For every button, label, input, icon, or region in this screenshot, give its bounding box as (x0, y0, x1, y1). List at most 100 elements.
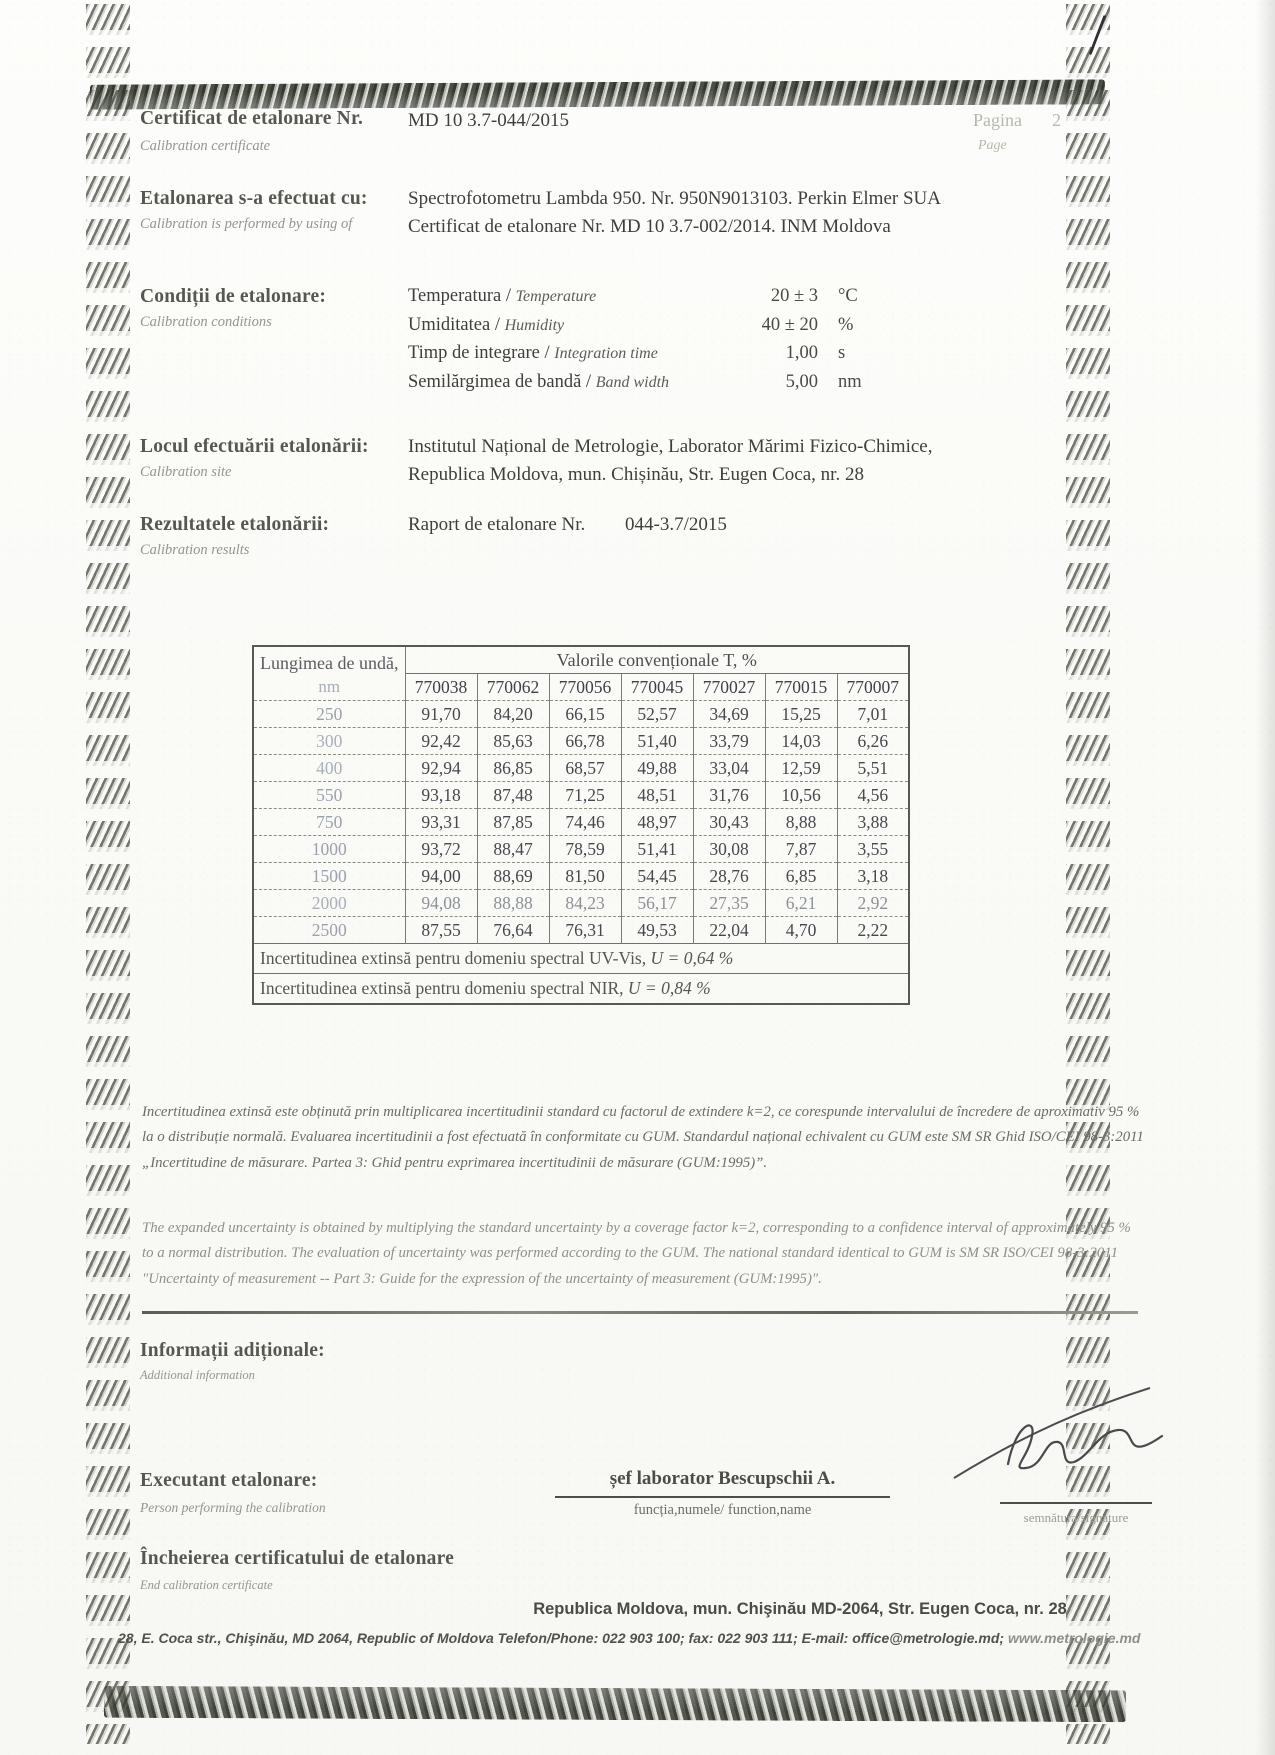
filter-ids-row: 770038 770062 770056 770045 770027 770015 7700… (253, 673, 909, 701)
transmittance-cell: 12,59 (764, 754, 837, 782)
wavelength-column-header: Lungimea de undă, nm (253, 646, 405, 701)
transmittance-cell: 8,88 (764, 808, 837, 836)
transmittance-cell: 93,72 (404, 835, 477, 863)
condition-unit: % (838, 314, 854, 335)
site-label-en: Calibration site (140, 464, 232, 480)
transmittance-cell: 5,51 (836, 754, 909, 782)
transmittance-cell: 34,69 (692, 700, 765, 728)
transmittance-cell: 56,17 (620, 889, 693, 917)
transmittance-cell: 51,40 (620, 727, 693, 755)
transmittance-cell: 6,85 (764, 862, 837, 890)
table-row: 750 93,31 87,85 74,46 48,97 30,43 8,88 3,88 (253, 808, 909, 836)
transmittance-cell: 93,31 (404, 808, 477, 836)
transmittance-cell: 6,26 (836, 727, 909, 755)
transmittance-cell: 49,88 (620, 754, 693, 782)
transmittance-cell: 22,04 (692, 916, 765, 944)
transmittance-cell: 76,64 (476, 916, 549, 944)
table-row: 1000 93,72 88,47 78,59 51,41 30,08 7,87 3,55 (253, 835, 909, 863)
function-name-caption: funcția,numele/ function,name (633, 1502, 812, 1518)
conditions-rows: Temperatura / Temperature 20 ± 3 °C Umidita… (408, 286, 908, 400)
transmittance-cell: 6,21 (764, 889, 837, 917)
table-row: 300 92,42 85,63 66,78 51,40 33,79 14,03 6,26 (253, 727, 909, 755)
condition-param-en: Integration time (554, 345, 658, 362)
report-number: 044-3.7/2015 (625, 514, 727, 535)
disclaimer-paragraph-en: The expanded uncertainty is obtained by … (142, 1220, 1131, 1287)
transmittance-cell: 87,48 (476, 781, 549, 809)
filter-id-header: 770007 (836, 673, 909, 701)
uncertainty-nir-row: Incertitudinea extinsă pentru domeniu sp… (253, 973, 909, 1004)
transmittance-cell: 66,15 (548, 700, 621, 728)
transmittance-cell: 84,20 (476, 700, 549, 728)
transmittance-cell: 91,70 (404, 700, 477, 728)
table-row: 2000 94,08 88,88 84,23 56,17 27,35 6,21 2,92 (253, 889, 909, 917)
condition-param: Semilărgimea de bandă / Band width (408, 371, 670, 392)
transmittance-cell: 15,25 (764, 700, 837, 728)
condition-unit: nm (838, 371, 862, 392)
signature-caption: semnătura/signature (1023, 1510, 1129, 1525)
transmittance-cell: 88,88 (476, 889, 549, 917)
conditions-label: Condiții de etalonare: (140, 286, 327, 307)
performed-label-en: Calibration is performed by using of (140, 216, 353, 232)
transmittance-cell: 87,55 (404, 916, 477, 944)
wavelength-cell: 400 (253, 754, 405, 782)
transmittance-cell: 76,31 (548, 916, 621, 944)
table-row: 1500 94,00 88,69 81,50 54,45 28,76 6,85 3,18 (253, 862, 909, 890)
transmittance-cell: 52,57 (620, 700, 693, 728)
footer-website: www.metrologie.md (1007, 1630, 1141, 1646)
transmittance-cell: 3,18 (836, 862, 909, 890)
footer-address-line: Republica Moldova, mun. Chişinău MD-2064… (533, 1600, 1067, 1618)
table-row: 400 92,94 86,85 68,57 49,88 33,04 12,59 5,51 (253, 754, 909, 782)
transmittance-cell: 3,88 (836, 808, 909, 836)
transmittance-cell: 85,63 (476, 727, 549, 755)
wavelength-cell: 750 (253, 808, 405, 836)
transmittance-cell: 51,41 (620, 835, 693, 863)
transmittance-cell: 88,69 (476, 862, 549, 890)
transmittance-cell: 94,08 (404, 889, 477, 917)
site-line-1: Institutul Național de Metrologie, Labor… (408, 436, 933, 457)
transmittance-cell: 68,57 (548, 754, 621, 782)
condition-value: 5,00 (785, 371, 818, 392)
transmittance-cell: 4,56 (836, 781, 909, 809)
wavelength-cell: 300 (253, 727, 405, 755)
wavelength-unit: nm (318, 677, 341, 696)
uncertainty-nir-text: Incertitudinea extinsă pentru domeniu sp… (260, 978, 628, 998)
results-label-en: Calibration results (140, 542, 250, 558)
condition-unit: °C (838, 286, 858, 306)
condition-row: Semilărgimea de bandă / Band width 5,00 nm (408, 372, 908, 401)
page-edge-shadow (1256, 0, 1275, 1755)
executor-name: șef laborator Bescupschii A. (555, 1468, 890, 1498)
wavelength-cell: 1500 (253, 862, 405, 890)
wavelength-cell: 250 (253, 700, 405, 728)
transmittance-cell: 7,87 (764, 835, 837, 863)
condition-param: Timp de integrare / Integration time (408, 343, 658, 363)
certificate-title-en: Calibration certificate (140, 138, 271, 154)
report-label: Raport de etalonare Nr. (408, 514, 586, 535)
certificate-title: Certificat de etalonare Nr. (140, 108, 364, 129)
transmittance-cell: 71,25 (548, 781, 621, 809)
transmittance-cell: 30,08 (692, 835, 765, 863)
executor-name-block: șef laborator Bescupschii A. funcția,num… (555, 1468, 890, 1519)
transmittance-cell: 33,79 (692, 727, 765, 755)
transmittance-cell: 10,56 (764, 781, 837, 809)
footer-contact-text: 28, E. Coca str., Chişinău, MD 2064, Rep… (118, 1630, 1008, 1646)
transmittance-cell: 74,46 (548, 808, 621, 836)
transmittance-cell: 31,76 (692, 781, 765, 809)
transmittance-cell: 2,92 (836, 889, 909, 917)
condition-param-en: Temperature (515, 288, 597, 305)
condition-param-en: Humidity (504, 316, 565, 334)
signature-image (953, 1387, 1164, 1479)
executor-label: Executant etalonare: (140, 1470, 318, 1491)
executor-label-en: Person performing the calibration (140, 1500, 326, 1515)
wavelength-header-text: Lungimea de undă, (260, 653, 399, 673)
table-row: 550 93,18 87,48 71,25 48,51 31,76 10,56 4,56 (253, 781, 909, 809)
filter-id-header: 770045 (620, 673, 693, 701)
transmittance-cell: 48,97 (620, 808, 693, 836)
decorative-border-top (89, 79, 1106, 110)
transmittance-cell: 30,43 (692, 808, 765, 836)
wavelength-cell: 2500 (253, 916, 405, 944)
condition-value: 20 ± 3 (770, 286, 818, 306)
pen-mark (1088, 14, 1107, 56)
uncertainty-uvvis-value: U = 0,64 % (650, 948, 734, 968)
closing-label: Încheierea certificatului de etalonare (140, 1548, 454, 1569)
